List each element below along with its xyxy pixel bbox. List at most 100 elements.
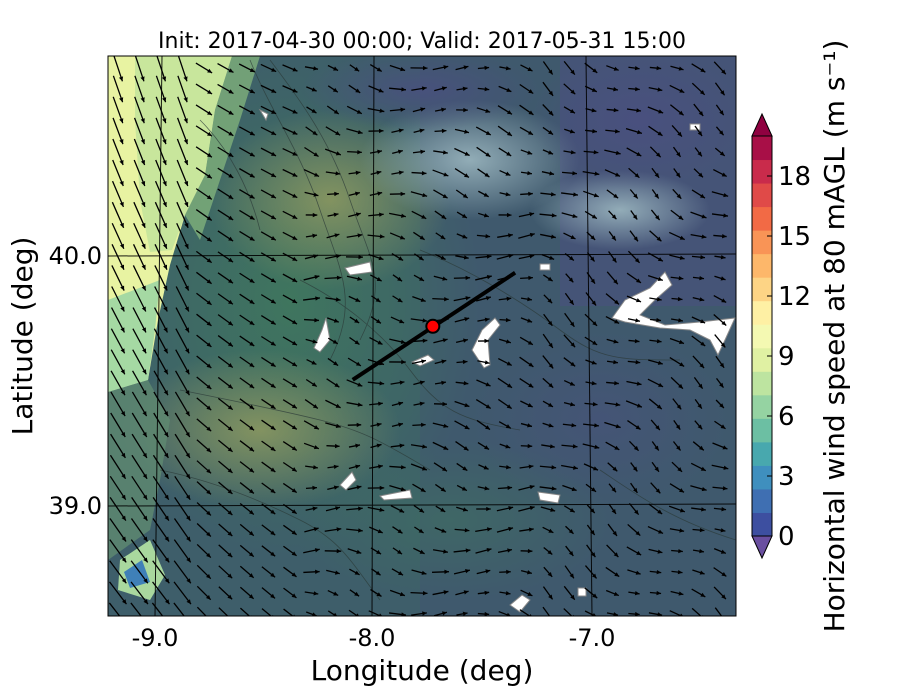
wind-arrow-head (270, 572, 276, 578)
wind-arrow-head (701, 486, 707, 492)
wind-arrow-head (162, 243, 167, 249)
wind-arrow-head (720, 424, 726, 429)
wind-arrow-head (271, 130, 277, 135)
wind-arrow-head (548, 342, 553, 348)
wind-arrow-head (440, 507, 446, 512)
wind-arrow-head (357, 129, 363, 135)
wind-arrow-head (506, 569, 511, 575)
wind-arrow-head (399, 508, 405, 513)
wind-arrow-head (334, 570, 340, 575)
wind-arrow-head (419, 508, 425, 513)
wind-arrow-head (570, 150, 576, 155)
wind-arrow-head (547, 402, 553, 407)
wind-arrow (153, 370, 169, 396)
wind-arrow-head (485, 296, 491, 301)
wind-arrow-head (292, 340, 297, 346)
wind-arrow-head (721, 69, 726, 75)
wind-arrow-head (228, 194, 234, 199)
wind-arrow-head (379, 212, 384, 217)
wind-arrow-head (569, 573, 574, 579)
wind-arrow-head (656, 236, 662, 242)
wind-arrow-head (377, 529, 383, 534)
wind-arrow-head (443, 423, 449, 428)
wind-arrow-head (442, 150, 448, 155)
wind-arrow-head (356, 485, 362, 490)
wind-arrow-head (441, 107, 446, 112)
wind-arrow-head (593, 193, 599, 198)
wind-arrow-head (528, 130, 533, 135)
wind-arrow-head (591, 300, 597, 306)
colorbar-tick-label: 12 (778, 282, 811, 312)
wind-arrow-head (463, 65, 469, 70)
wind-arrow-head (679, 613, 684, 616)
wind-arrow-head (440, 255, 446, 260)
colorbar-segment (752, 230, 772, 255)
wind-arrow-head (206, 279, 212, 284)
wind-arrow-head (375, 570, 381, 576)
wind-arrow-head (227, 552, 233, 558)
wind-arrow (110, 328, 126, 354)
wind-arrow-head (720, 255, 726, 260)
wind-arrow-head (590, 278, 595, 284)
wind-arrow-head (527, 423, 532, 428)
wind-arrow-head (333, 66, 339, 71)
wind-arrow-head (632, 214, 638, 220)
wind-arrow-head (462, 86, 468, 91)
wind-arrow-head (572, 444, 578, 449)
wind-arrow-head (227, 573, 233, 579)
wind-arrow-head (292, 172, 298, 177)
wind-arrow-head (313, 425, 319, 430)
wind-arrow (175, 286, 190, 312)
wind-arrow (542, 606, 551, 616)
wind-arrow-head (206, 195, 212, 200)
wind-arrow-head (121, 494, 126, 500)
wind-arrow-head (398, 128, 404, 133)
wind-arrow-head (162, 160, 167, 166)
wind-arrow-head (592, 613, 597, 616)
wind-arrow (110, 370, 126, 396)
wind-arrow-head (183, 160, 188, 166)
wind-arrow-head (398, 422, 403, 427)
wind-arrow (130, 602, 142, 616)
colorbar-segment (752, 488, 772, 513)
wind-arrow-head (140, 118, 145, 124)
wind-arrow-head (249, 278, 255, 283)
wind-arrow-head (357, 382, 363, 387)
wind-arrow-head (614, 445, 620, 450)
wind-arrow-head (314, 172, 320, 177)
wind-arrow-head (292, 235, 298, 240)
wind-arrow-head (676, 151, 681, 157)
wind-arrow-head (206, 152, 212, 158)
wind-arrow-head (398, 256, 404, 261)
wind-arrow-head (141, 327, 146, 333)
wind-arrow-head (483, 192, 489, 197)
wind-arrow-head (401, 87, 406, 92)
colorbar-segment (752, 300, 772, 325)
wind-arrow-head (505, 424, 511, 429)
colorbar-extend-min (751, 535, 773, 560)
wind-arrow-head (313, 152, 319, 157)
wind-arrow-head (484, 590, 490, 596)
wind-arrow-head (119, 243, 124, 249)
wind-arrow (111, 201, 125, 229)
colorbar-segment (752, 394, 772, 419)
wind-arrow-head (611, 235, 616, 241)
wind-arrow-head (444, 569, 449, 575)
wind-arrow-head (568, 277, 574, 283)
wind-arrow-head (550, 507, 556, 512)
wind-arrow-head (654, 445, 659, 451)
wind-arrow-head (634, 509, 639, 515)
wind-arrow-head (592, 68, 598, 73)
wind-arrow-head (379, 108, 385, 113)
wind-arrow-head (506, 361, 512, 366)
wind-arrow-head (206, 258, 212, 263)
wind-arrow-head (375, 297, 381, 303)
wind-arrow-head (700, 592, 706, 597)
wind-arrow-head (444, 297, 449, 302)
wind-arrow-head (227, 384, 233, 389)
wind-arrow-head (358, 506, 363, 511)
wind-arrow-head (291, 572, 297, 577)
wind-arrow (153, 391, 169, 417)
wind-arrow (152, 581, 170, 605)
wind-arrow-head (654, 466, 659, 472)
